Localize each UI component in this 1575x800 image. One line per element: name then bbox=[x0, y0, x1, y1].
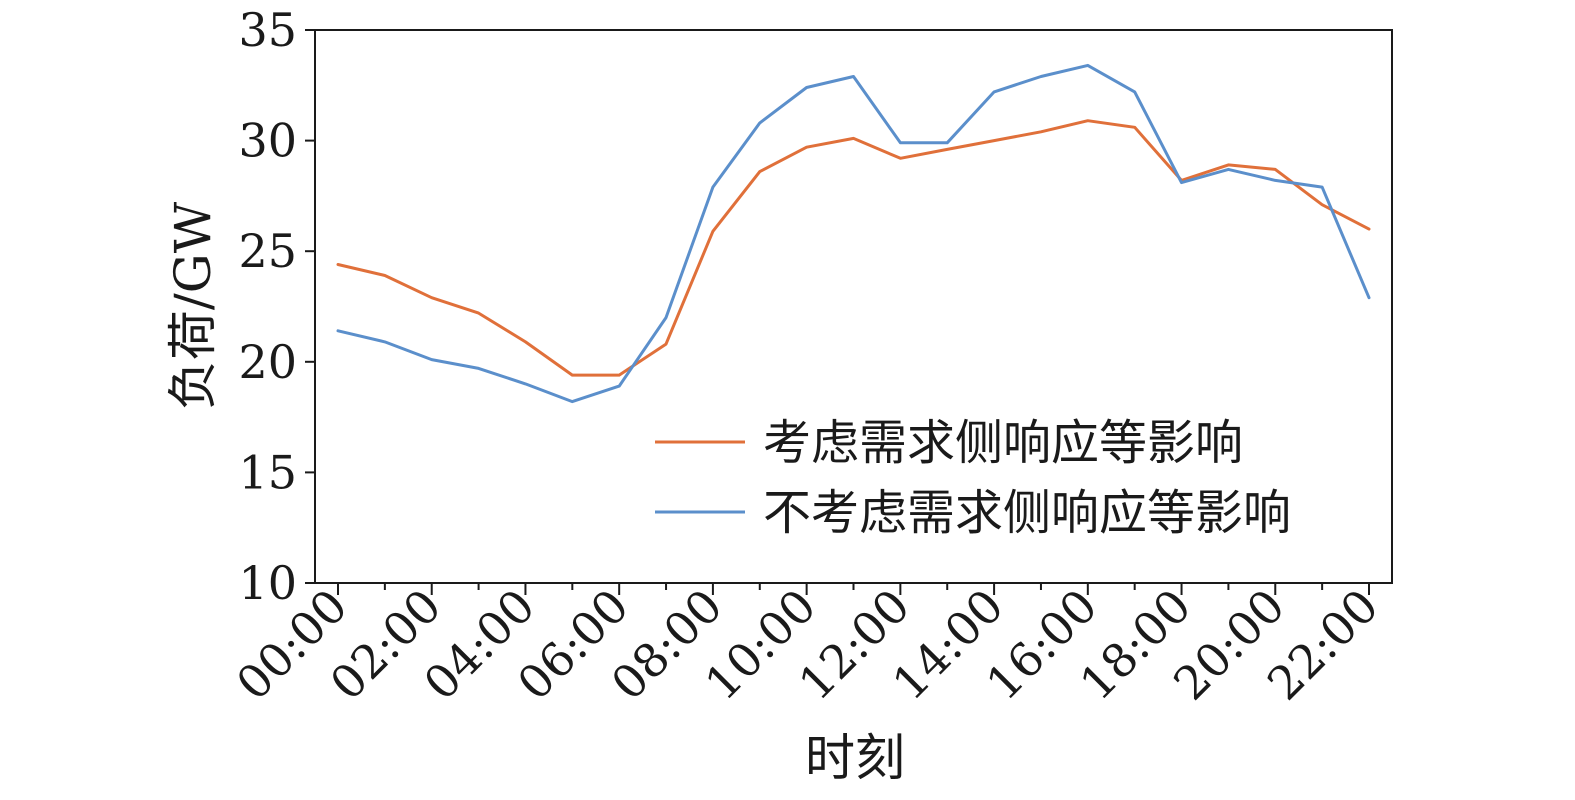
y-tick-label: 30 bbox=[238, 114, 297, 168]
legend-label-not-considered: 不考虑需求侧响应等影响 bbox=[763, 485, 1291, 541]
y-tick-label: 10 bbox=[238, 556, 297, 610]
legend-label-considered: 考虑需求侧响应等影响 bbox=[763, 415, 1243, 471]
y-axis-ticks: 10 15 20 25 30 35 bbox=[238, 3, 315, 610]
series-line-considered bbox=[336, 119, 1371, 377]
x-axis-ticks: 00:0002:0004:0006:0008:0010:0012:0014:00… bbox=[226, 579, 1389, 711]
y-axis-title: 负荷/GW bbox=[164, 201, 222, 410]
y-tick-label: 25 bbox=[238, 224, 297, 278]
x-axis-title: 时刻 bbox=[805, 729, 905, 787]
legend: 考虑需求侧响应等影响 不考虑需求侧响应等影响 bbox=[655, 415, 1291, 541]
y-tick-label: 35 bbox=[238, 3, 297, 57]
y-tick-label: 20 bbox=[238, 335, 297, 389]
y-tick-label: 15 bbox=[238, 445, 297, 499]
series-layer bbox=[336, 63, 1371, 404]
series-line-not-considered bbox=[336, 63, 1371, 404]
